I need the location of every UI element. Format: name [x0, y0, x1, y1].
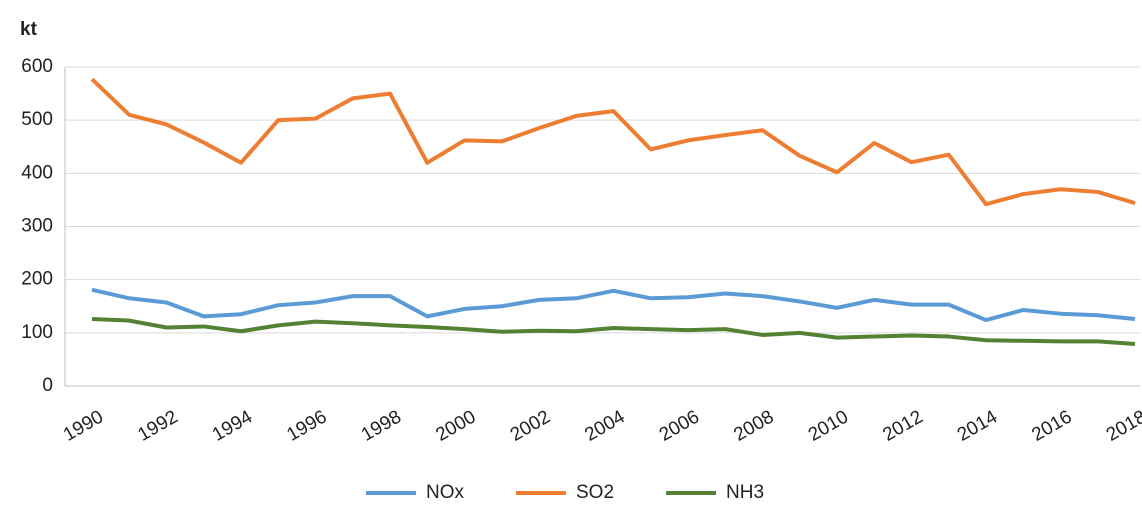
legend-label: NH3 — [726, 482, 764, 503]
x-tick-label: 2000 — [432, 406, 479, 445]
y-tick-label: 0 — [42, 375, 53, 396]
x-tick-label: 1996 — [283, 406, 330, 445]
x-tick-label: 2014 — [954, 406, 1001, 446]
line-series — [91, 287, 1136, 323]
y-tick-label: 300 — [21, 216, 53, 237]
x-tick-label: 2010 — [805, 406, 852, 445]
x-tick-label: 1990 — [60, 406, 107, 445]
x-tick-label: 2016 — [1028, 406, 1075, 445]
y-tick-label: 100 — [21, 322, 53, 343]
legend-label: NOx — [426, 482, 465, 503]
x-tick-label: 2012 — [879, 406, 926, 445]
x-tick-label: 2018 — [1103, 406, 1142, 445]
y-tick-label: 600 — [21, 56, 53, 77]
x-tick-label: 1998 — [358, 406, 405, 445]
x-tick-label: 2002 — [507, 406, 554, 445]
y-axis-label: kt — [20, 19, 38, 40]
line-series — [91, 317, 1136, 346]
y-tick-label: 200 — [21, 269, 53, 290]
x-tick-label: 1992 — [134, 406, 181, 445]
x-tick-label: 2006 — [656, 406, 703, 445]
x-tick-label: 1994 — [209, 406, 256, 446]
y-tick-label: 500 — [21, 109, 53, 130]
x-tick-label: 2008 — [730, 406, 777, 445]
y-tick-label: 400 — [21, 162, 53, 183]
line-series — [90, 77, 1136, 207]
x-tick-label: 2004 — [581, 406, 628, 446]
legend-label: SO2 — [576, 482, 614, 503]
